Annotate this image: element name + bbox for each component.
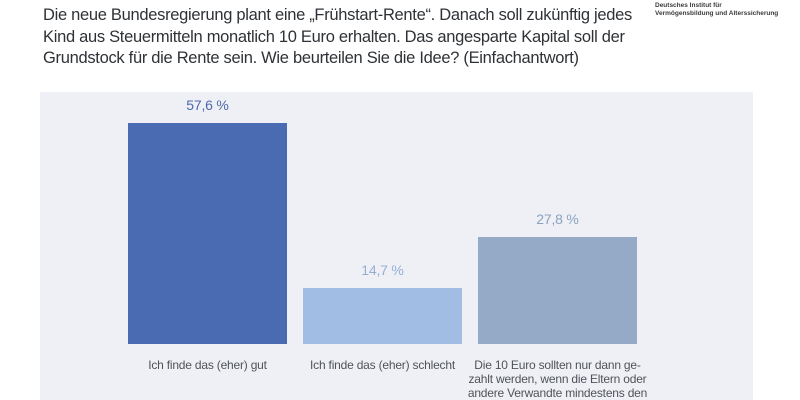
bar — [303, 288, 462, 344]
bar-value-label: 57,6 % — [186, 97, 229, 113]
institute-logo: Deutsches Institut für Vermögensbildung … — [655, 2, 778, 17]
question-title-line: Kind aus Steuermitteln monatlich 10 Euro… — [43, 27, 625, 46]
bar-category-label: Ich finde das (eher) gut — [98, 358, 318, 372]
bar-category-label-line: Die 10 Euro sollten nur dann ge- — [474, 358, 641, 372]
bar — [128, 123, 287, 344]
bar-category-label: Die 10 Euro sollten nur dann ge-zahlt we… — [448, 358, 668, 400]
institute-logo-line: Deutsches Institut für — [655, 2, 722, 9]
bar-category-label: Ich finde das (eher) schlecht — [273, 358, 493, 372]
question-title: Die neue Bundesregierung plant eine „Frü… — [43, 5, 632, 70]
bar-category-label-line: Ich finde das (eher) gut — [148, 358, 267, 372]
bar-category-label-line: andere Verwandte mindestens den — [467, 386, 648, 400]
question-title-line: Grundstock für die Rente sein. Wie beurt… — [43, 49, 579, 67]
bar-category-label-line: zahlt werden, wenn die Eltern oder — [468, 372, 647, 386]
bar-value-label: 27,8 % — [536, 211, 579, 227]
bar-category-label-line: Ich finde das (eher) schlecht — [310, 358, 455, 372]
question-title-line: Die neue Bundesregierung plant eine „Frü… — [43, 6, 633, 24]
bar-value-label: 14,7 % — [361, 262, 404, 278]
bar — [478, 237, 637, 344]
chart-panel: 57,6 % Ich finde das (eher) gut 14,7 % Ich … — [40, 92, 753, 400]
institute-logo-line: Vermögensbildung und Alterssicherung — [655, 9, 779, 17]
